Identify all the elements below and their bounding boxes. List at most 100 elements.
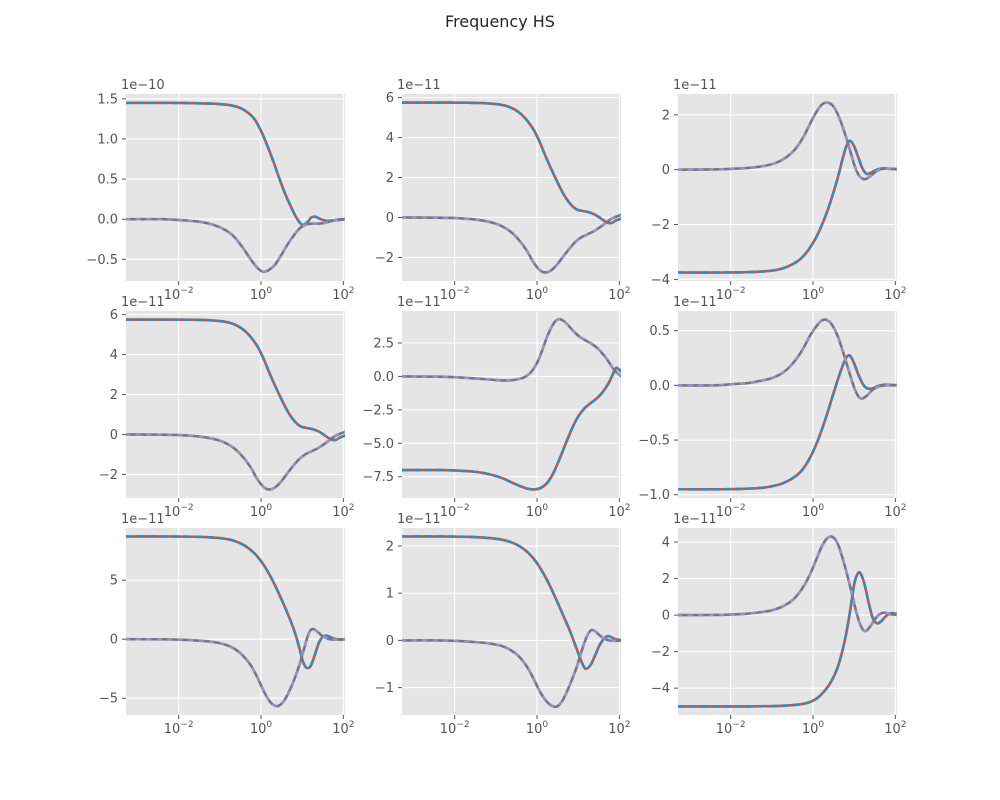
panel: [126, 528, 345, 715]
y-tick-label: −2: [99, 468, 118, 483]
x-tick-label: 10−2: [716, 286, 746, 303]
tick-labels: 10−2 100 102 1.5 1.0 0.5 0.0 −0.5: [86, 92, 354, 303]
x-tick-label: 10−2: [716, 720, 746, 737]
tick-labels: 10−2 100 102 6 4 2 0 −2: [99, 308, 355, 520]
y-tick-label: 2: [662, 572, 670, 587]
y-tick-label: 0: [110, 428, 118, 443]
tick-marks: [398, 97, 620, 285]
panel: [678, 528, 897, 715]
y-axis-offset-label: 1e−11: [397, 78, 441, 93]
curve-imag-dashed-line: [678, 101, 897, 181]
tick-marks: [122, 579, 344, 719]
figure-title: Frequency HS: [445, 12, 555, 31]
y-tick-label: 0: [110, 633, 118, 648]
curve-real-dashed-line: [678, 353, 897, 491]
curve-imag-solid-line: [126, 217, 345, 274]
x-tick-label: 10−2: [164, 286, 194, 303]
panel: [126, 94, 345, 281]
curve-imag-solid-line: [678, 318, 897, 400]
panel: [402, 311, 621, 498]
curves: [402, 535, 621, 709]
x-tick-label: 102: [332, 503, 354, 520]
y-tick-label: −2: [375, 251, 394, 266]
tick-marks: [122, 98, 344, 285]
curve-real-dashed-line: [126, 318, 345, 442]
y-tick-label: 4: [386, 131, 394, 146]
y-tick-label: 0: [386, 634, 394, 649]
x-tick-label: 100: [802, 286, 825, 303]
y-tick-label: 2: [386, 539, 394, 554]
x-tick-label: 10−2: [164, 720, 194, 737]
panel: [678, 94, 897, 281]
y-tick-label: 2.5: [373, 336, 394, 351]
x-tick-label: 10−2: [716, 503, 746, 520]
subplot-3-3: 10−2 100 102 4 2 0 −2 −4 1e−11: [651, 512, 907, 737]
x-tick-label: 10−2: [440, 720, 470, 737]
subplot-2-3: 10−2 100 102 0.5 0.0 −0.5 −1.0 1e−11: [638, 295, 906, 520]
tick-labels: 10−2 100 102 6 4 2 0 −2: [375, 91, 631, 303]
y-tick-label: −5.0: [362, 437, 394, 452]
y-tick-label: −5: [99, 692, 118, 707]
y-tick-label: 4: [110, 348, 118, 363]
x-tick-label: 102: [332, 720, 354, 737]
curve-real-dashed-line: [402, 101, 621, 225]
y-tick-label: 4: [662, 536, 670, 551]
x-tick-label: 100: [802, 503, 825, 520]
y-tick-label: −2: [651, 218, 670, 233]
curves: [678, 101, 897, 274]
y-tick-label: −0.5: [86, 253, 118, 268]
y-tick-label: 0: [662, 609, 670, 624]
grid: [678, 311, 897, 498]
curves: [678, 535, 897, 708]
tick-marks: [398, 545, 620, 719]
grid: [678, 94, 897, 281]
x-tick-label: 100: [526, 503, 549, 520]
y-tick-label: 2: [662, 108, 670, 123]
y-tick-label: −1: [375, 681, 394, 696]
y-tick-label: −2.5: [362, 403, 394, 418]
y-tick-label: 2: [110, 388, 118, 403]
tick-marks: [674, 330, 896, 502]
y-axis-offset-label: 1e−11: [121, 512, 165, 527]
tick-marks: [674, 114, 896, 285]
y-axis-offset-label: 1e−10: [121, 78, 165, 93]
subplot-1-1: 10−2 100 102 1.5 1.0 0.5 0.0 −0.5 1e−10: [86, 78, 354, 303]
subplot-1-3: 10−2 100 102 2 0 −2 −4 1e−11: [651, 78, 907, 303]
panel: [402, 528, 621, 715]
y-tick-label: 5: [110, 574, 118, 589]
curves: [402, 317, 621, 491]
x-tick-label: 100: [250, 720, 273, 737]
x-tick-label: 102: [332, 286, 354, 303]
y-tick-label: 6: [386, 91, 394, 106]
curves: [126, 535, 345, 708]
curve-real-dashed-line: [402, 535, 621, 671]
curve-imag-solid-line: [126, 627, 345, 708]
subplot-3-2: 10−2 100 102 2 1 0 −1 1e−11: [375, 512, 631, 737]
y-tick-label: −7.5: [362, 470, 394, 485]
curves: [126, 101, 345, 274]
grid: [126, 311, 345, 498]
curve-real-dashed-line: [678, 570, 897, 708]
y-tick-label: −4: [651, 682, 670, 697]
x-tick-label: 102: [608, 503, 630, 520]
y-tick-label: 0.0: [649, 379, 670, 394]
y-tick-label: 6: [110, 308, 118, 323]
subplot-1-2: 10−2 100 102 6 4 2 0 −2 1e−11: [375, 78, 631, 303]
curve-imag-solid-line: [678, 535, 897, 633]
x-tick-label: 102: [884, 503, 906, 520]
y-tick-label: 0: [662, 163, 670, 178]
tick-labels: 10−2 100 102 2 0 −2 −4: [651, 108, 907, 303]
y-tick-label: 0: [386, 211, 394, 226]
tick-labels: 10−2 100 102 2.5 0.0 −2.5 −5.0 −7.5: [362, 336, 630, 520]
panel: [126, 311, 345, 498]
y-axis-offset-label: 1e−11: [673, 295, 717, 310]
curve-real-dashed-line: [126, 101, 345, 227]
curve-real-dashed-line: [402, 366, 621, 491]
x-tick-label: 100: [250, 286, 273, 303]
x-tick-label: 102: [884, 720, 906, 737]
tick-labels: 10−2 100 102 2 1 0 −1: [375, 539, 631, 737]
panel: [678, 311, 897, 498]
